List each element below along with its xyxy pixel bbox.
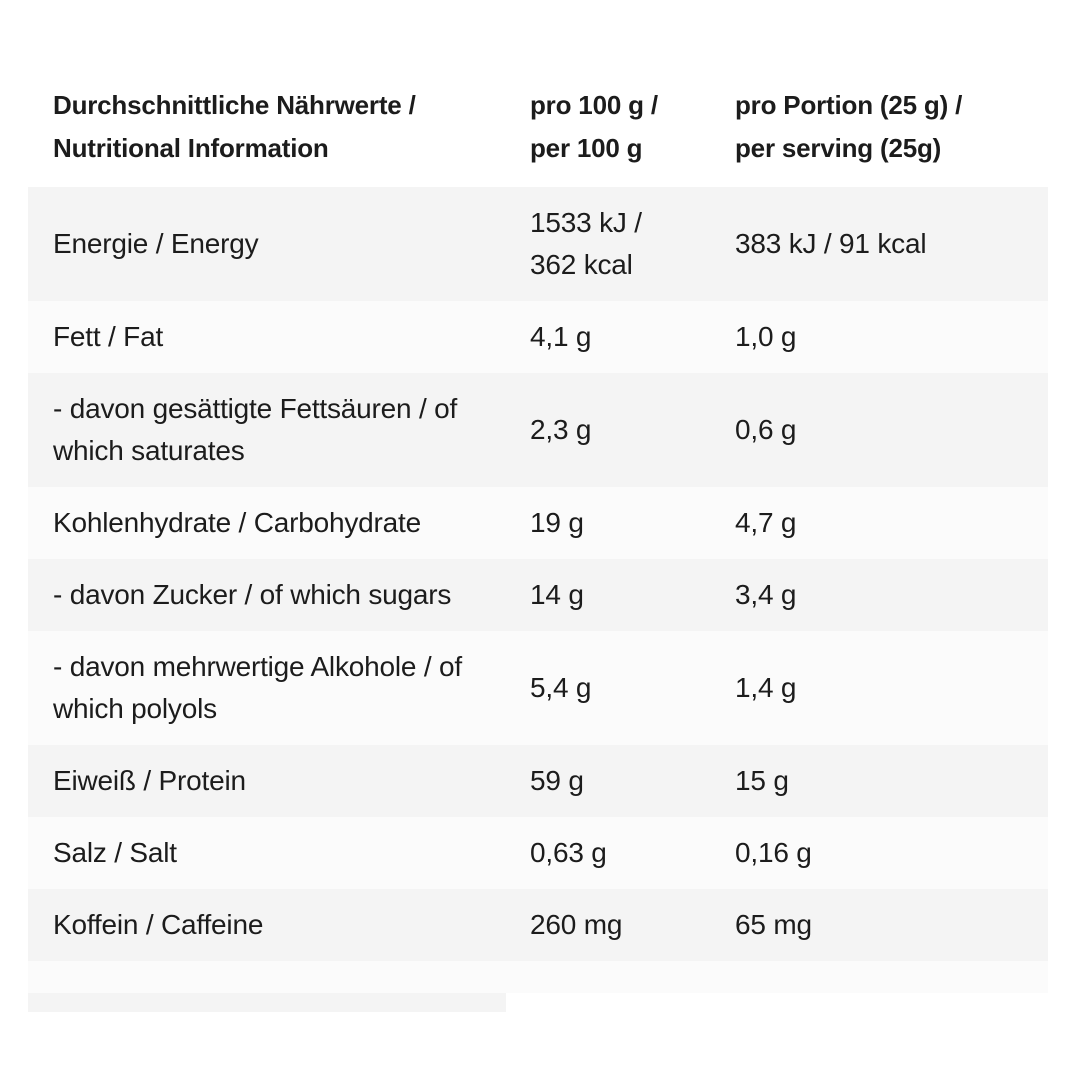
per-100g-value: 4,1 g [530,321,592,352]
nutrient-label: Salz / Salt [53,837,177,868]
header-nutrient-column: Durchschnittliche Nährwerte / Nutritiona… [53,90,416,163]
table-row-polyols: - davon mehrwertige Alkohole / of which … [28,631,1048,745]
nutrient-label: Koffein / Caffeine [53,909,264,940]
per-serving-value: 0,16 g [735,837,812,868]
per-serving-value: 15 g [735,765,789,796]
nutrient-label: - davon Zucker / of which sugars [53,579,452,610]
nutrient-label: - davon gesättigte Fettsäuren / of which… [53,393,458,466]
table-header-row: Durchschnittliche Nährwerte / Nutritiona… [28,84,1048,170]
per-100g-value: 1533 kJ / 362 kcal [530,207,642,280]
table-row-saturates: - davon gesättigte Fettsäuren / of which… [28,373,1048,487]
per-serving-value: 4,7 g [735,507,797,538]
per-100g-value: 0,63 g [530,837,607,868]
per-100g-value: 2,3 g [530,414,592,445]
table-row-sugars: - davon Zucker / of which sugars 14 g 3,… [28,559,1048,631]
per-serving-value: 3,4 g [735,579,797,610]
header-per-100g-column: pro 100 g / per 100 g [530,90,658,163]
header-per-serving-column: pro Portion (25 g) / per serving (25g) [735,90,963,163]
per-serving-value: 1,4 g [735,672,797,703]
per-100g-value: 19 g [530,507,584,538]
table-row-salt: Salz / Salt 0,63 g 0,16 g [28,817,1048,889]
table-row-carbohydrate: Kohlenhydrate / Carbohydrate 19 g 4,7 g [28,487,1048,559]
nutrient-label: - davon mehrwertige Alkohole / of which … [53,651,462,724]
table-row-energy: Energie / Energy 1533 kJ / 362 kcal 383 … [28,187,1048,301]
per-100g-value: 5,4 g [530,672,592,703]
per-100g-value: 14 g [530,579,584,610]
nutrient-label: Eiweiß / Protein [53,765,246,796]
table-body: Energie / Energy 1533 kJ / 362 kcal 383 … [28,187,1048,1012]
per-serving-value: 383 kJ / 91 kcal [735,228,927,259]
per-serving-value: 0,6 g [735,414,797,445]
per-serving-value: 65 mg [735,909,812,940]
per-serving-value: 1,0 g [735,321,797,352]
clipped-next-row-light [28,961,1048,993]
table-row-protein: Eiweiß / Protein 59 g 15 g [28,745,1048,817]
per-100g-value: 260 mg [530,909,623,940]
nutrition-table: Durchschnittliche Nährwerte / Nutritiona… [28,84,1048,1012]
per-100g-value: 59 g [530,765,584,796]
nutrient-label: Energie / Energy [53,228,259,259]
table-row-fat: Fett / Fat 4,1 g 1,0 g [28,301,1048,373]
clipped-next-row-shaded [28,993,506,1012]
nutrient-label: Fett / Fat [53,321,164,352]
table-row-caffeine: Koffein / Caffeine 260 mg 65 mg [28,889,1048,961]
nutrient-label: Kohlenhydrate / Carbohydrate [53,507,421,538]
